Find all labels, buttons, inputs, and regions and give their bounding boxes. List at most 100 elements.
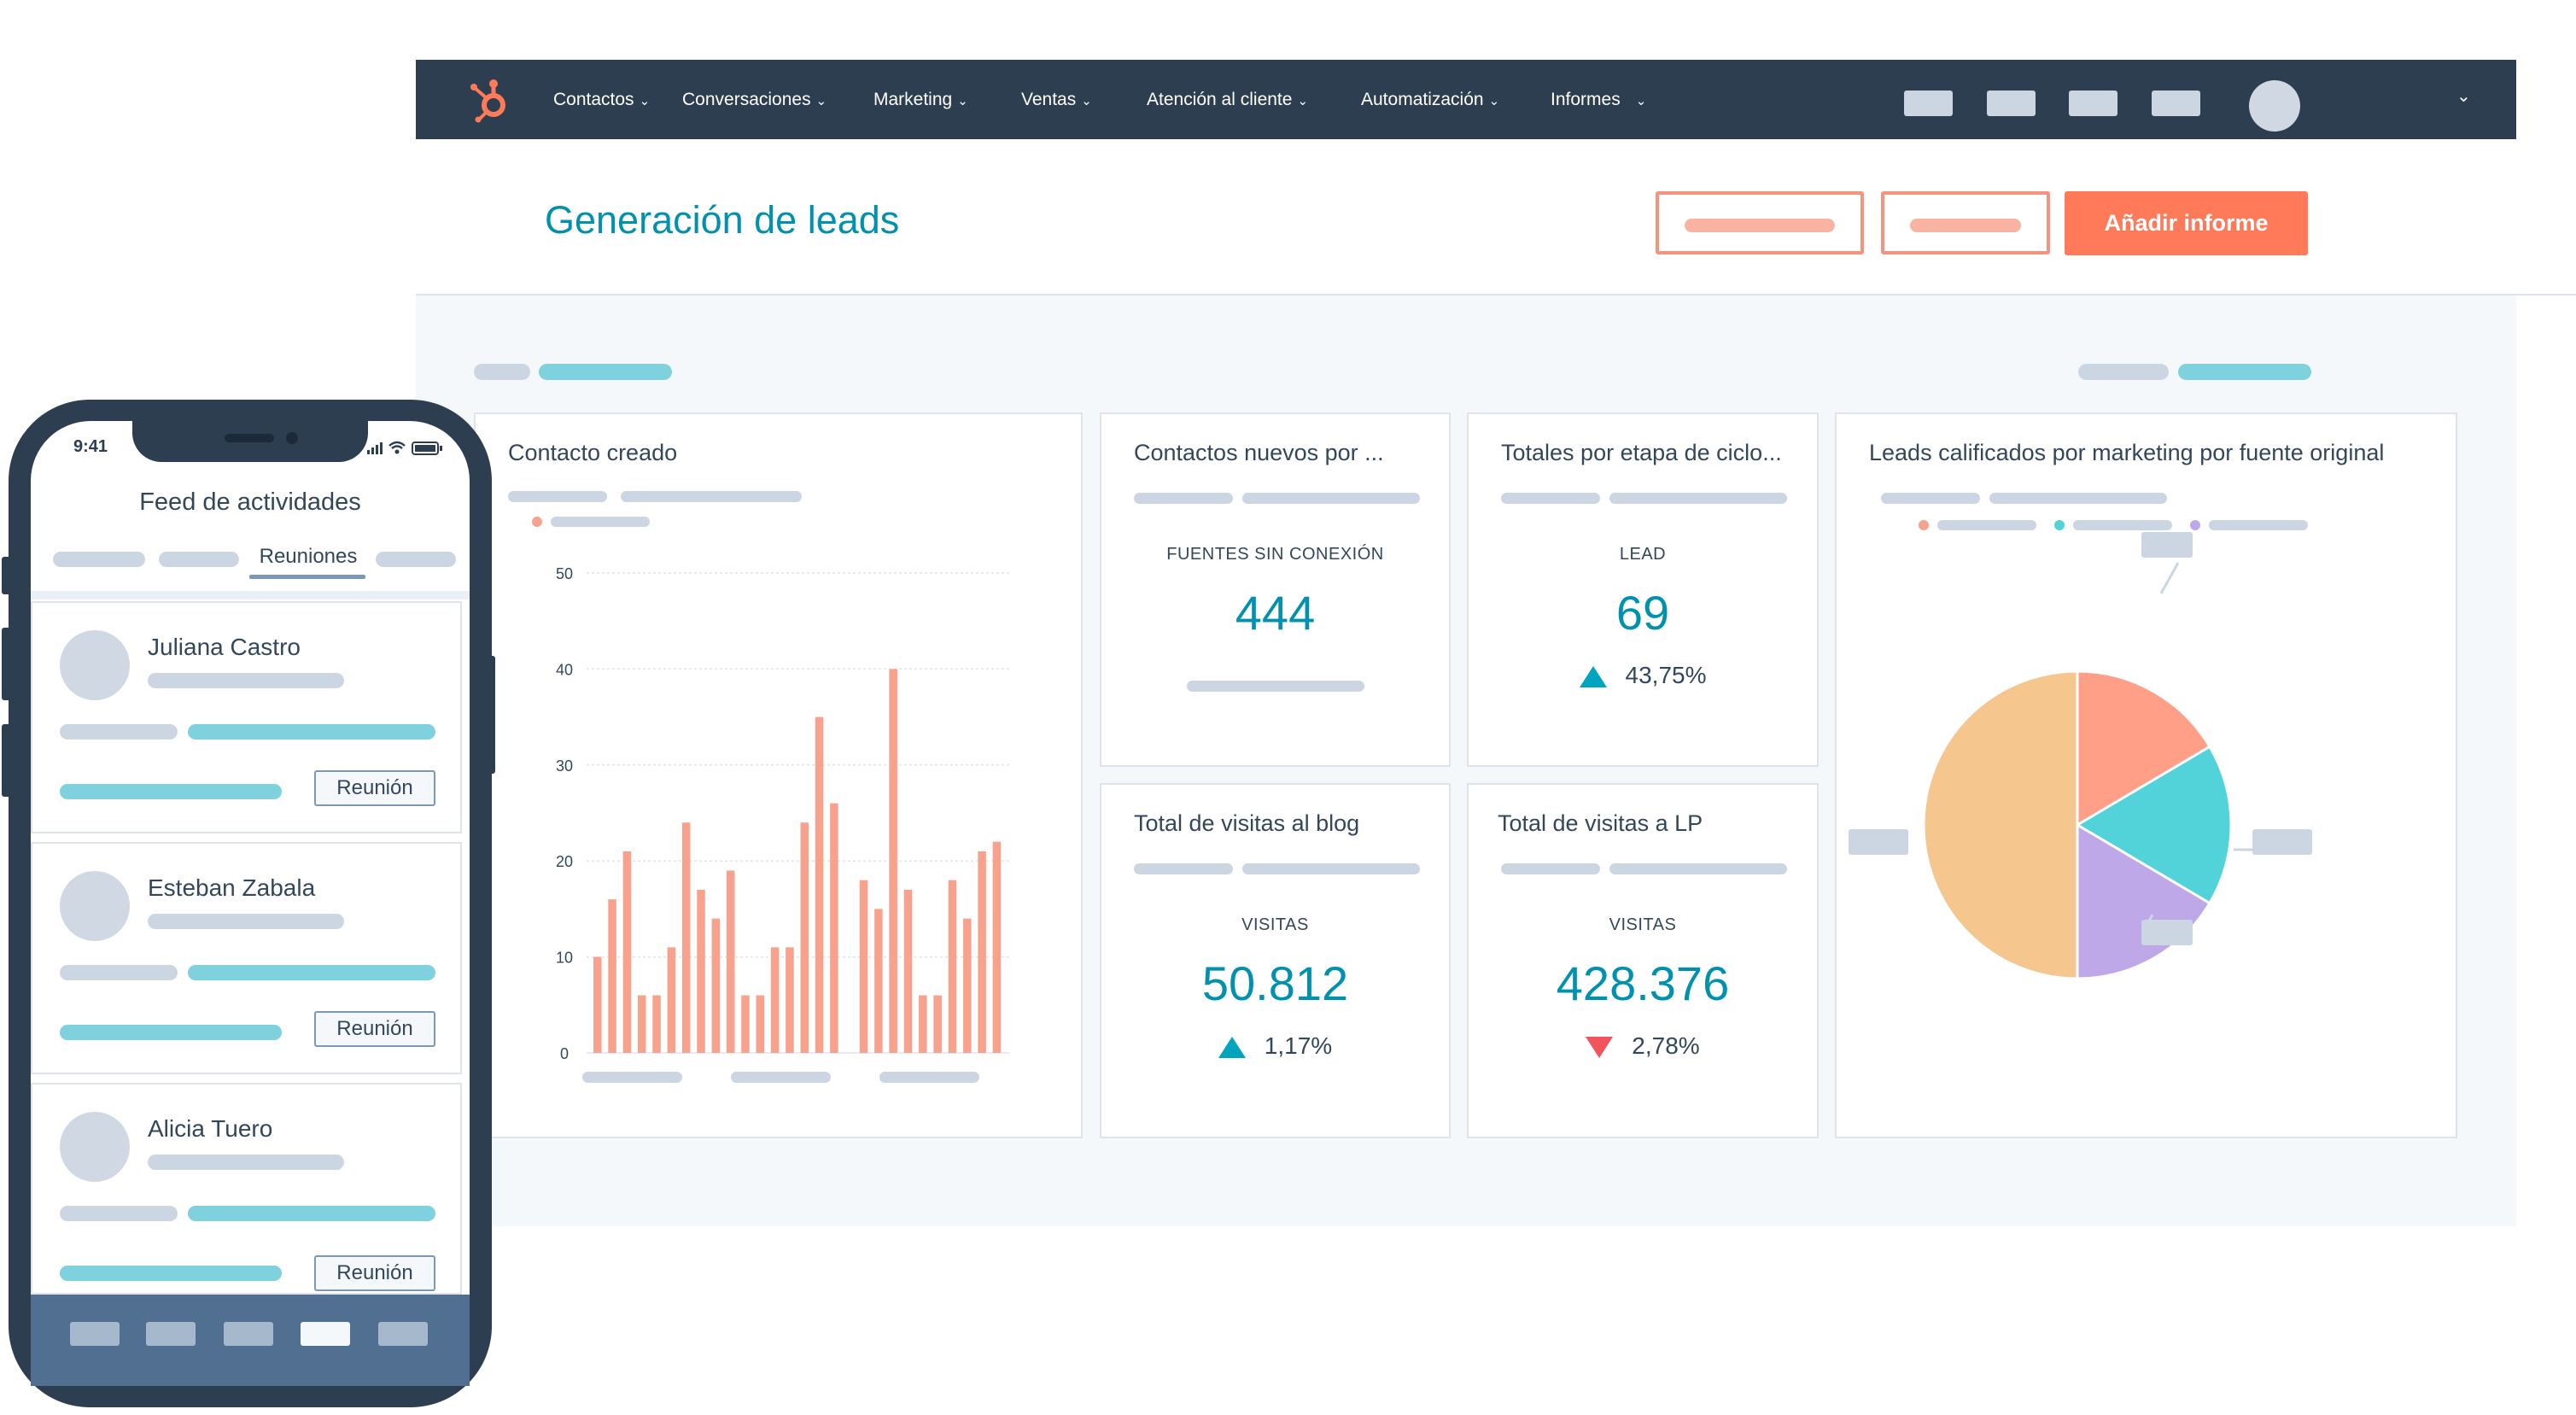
pie-slice bbox=[2075, 745, 2233, 905]
detail-placeholder bbox=[60, 1266, 282, 1281]
kpi-value: 50.812 bbox=[1201, 956, 1349, 1010]
detail-placeholder bbox=[188, 965, 435, 980]
tab-reuniones[interactable]: Reuniones bbox=[259, 545, 358, 568]
detail-placeholder bbox=[148, 1155, 344, 1170]
meeting-button[interactable]: Reunión bbox=[314, 1011, 435, 1047]
kpi-label: LEAD bbox=[1619, 545, 1667, 564]
activity-card[interactable]: Alicia Tuero Reunión bbox=[31, 1083, 462, 1295]
bottom-tab-icon[interactable] bbox=[146, 1322, 196, 1346]
bar bbox=[681, 822, 691, 1053]
bar bbox=[859, 880, 868, 1053]
bottom-tab-icon[interactable] bbox=[224, 1322, 273, 1346]
activity-card[interactable]: Esteban Zabala Reunión bbox=[31, 842, 462, 1074]
date-range-placeholder[interactable] bbox=[2078, 364, 2169, 380]
report-card-contacto-creado[interactable]: Contacto creado 0 10 20 30 40 50 bbox=[474, 412, 1083, 1138]
legend-placeholder bbox=[2073, 520, 2172, 530]
subtitle-placeholder bbox=[1134, 493, 1233, 504]
chevron-down-icon: ⌄ bbox=[1488, 94, 1500, 108]
activity-card[interactable]: Juliana Castro Reunión bbox=[31, 601, 462, 833]
report-card-contactos-nuevos[interactable]: Contactos nuevos por ... FUENTES SIN CON… bbox=[1100, 412, 1451, 767]
date-range-placeholder[interactable] bbox=[2178, 364, 2311, 380]
chevron-down-icon: ⌄ bbox=[957, 94, 968, 108]
bottom-tab-icon-active[interactable] bbox=[301, 1322, 350, 1346]
nav-item-automatizacion[interactable]: Automatización ⌄ bbox=[1361, 60, 1499, 139]
chevron-down-icon: ⌄ bbox=[1635, 94, 1647, 108]
bar bbox=[815, 716, 824, 1053]
battery-icon bbox=[412, 441, 442, 455]
secondary-action-button[interactable] bbox=[1656, 191, 1864, 254]
pie-slice bbox=[2076, 669, 2211, 827]
kpi-delta-value: 1,17% bbox=[1264, 1032, 1333, 1059]
hubspot-logo-icon[interactable] bbox=[467, 77, 513, 123]
nav-item-atencion-cliente[interactable]: Atención al cliente ⌄ bbox=[1147, 60, 1308, 139]
filter-placeholder[interactable] bbox=[474, 364, 530, 380]
bar bbox=[726, 870, 735, 1053]
card-title: Totales por etapa de ciclo... bbox=[1501, 440, 1782, 465]
top-navigation-bar: Contactos ⌄ Conversaciones ⌄ Marketing ⌄ Ve… bbox=[416, 60, 2516, 139]
nav-utility-icon[interactable] bbox=[1987, 91, 2036, 116]
nav-item-label: Atención al cliente bbox=[1147, 90, 1293, 109]
axis-placeholder bbox=[582, 1072, 682, 1083]
report-card-visitas-blog[interactable]: Total de visitas al blog VISITAS 50.812 … bbox=[1100, 783, 1451, 1138]
tab-placeholder[interactable] bbox=[376, 552, 456, 567]
bottom-tab-icon[interactable] bbox=[378, 1322, 428, 1346]
secondary-action-button[interactable] bbox=[1881, 191, 2050, 254]
nav-item-contactos[interactable]: Contactos ⌄ bbox=[553, 60, 650, 139]
bar bbox=[903, 889, 913, 1053]
active-tab-indicator bbox=[249, 575, 365, 579]
nav-item-marketing[interactable]: Marketing ⌄ bbox=[873, 60, 968, 139]
bar bbox=[622, 851, 632, 1053]
kpi-value: 428.376 bbox=[1556, 956, 1730, 1010]
chevron-down-icon: ⌄ bbox=[1297, 94, 1309, 108]
bar bbox=[963, 918, 972, 1053]
tab-placeholder[interactable] bbox=[159, 552, 239, 567]
meeting-button[interactable]: Reunión bbox=[314, 1255, 435, 1291]
filter-placeholder[interactable] bbox=[539, 364, 672, 380]
contact-avatar bbox=[60, 871, 130, 941]
status-icons bbox=[367, 441, 442, 455]
bar bbox=[786, 947, 794, 1053]
y-tick-label: 30 bbox=[556, 757, 573, 775]
y-tick-label: 20 bbox=[556, 853, 573, 870]
report-card-leads-calificados[interactable]: Leads calificados por marketing por fuen… bbox=[1835, 412, 2457, 1138]
legend-dot bbox=[532, 517, 542, 527]
subtitle-placeholder bbox=[621, 491, 802, 502]
trend-up-icon bbox=[1579, 666, 1607, 688]
nav-utility-icon[interactable] bbox=[1904, 91, 1953, 116]
bar bbox=[933, 995, 942, 1053]
phone-bottom-edge bbox=[31, 1366, 470, 1386]
nav-item-label: Informes bbox=[1551, 90, 1621, 109]
report-card-visitas-lp[interactable]: Total de visitas a LP VISITAS 428.376 2,… bbox=[1467, 783, 1819, 1138]
nav-utility-icon[interactable] bbox=[2152, 91, 2200, 116]
kpi-label: VISITAS bbox=[1609, 915, 1677, 934]
nav-item-informes[interactable]: Informes ⌄ bbox=[1551, 60, 1646, 139]
kpi-placeholder bbox=[1187, 681, 1364, 692]
nav-item-conversaciones[interactable]: Conversaciones ⌄ bbox=[682, 60, 827, 139]
nav-item-label: Conversaciones bbox=[682, 90, 811, 109]
nav-item-ventas[interactable]: Ventas ⌄ bbox=[1021, 60, 1092, 139]
pie-slice bbox=[1922, 669, 2079, 980]
detail-placeholder bbox=[188, 1206, 435, 1221]
user-avatar[interactable] bbox=[2249, 80, 2300, 132]
detail-placeholder bbox=[60, 1025, 282, 1040]
nav-utility-icon[interactable] bbox=[2069, 91, 2117, 116]
bottom-tab-icon[interactable] bbox=[70, 1322, 120, 1346]
trend-up-icon bbox=[1218, 1037, 1246, 1059]
detail-placeholder bbox=[60, 724, 178, 740]
detail-placeholder bbox=[148, 673, 344, 688]
tab-placeholder[interactable] bbox=[53, 552, 145, 567]
legend-dot bbox=[1919, 520, 1929, 530]
account-chevron-down-icon[interactable]: ⌄ bbox=[2456, 87, 2471, 106]
bar bbox=[919, 995, 927, 1053]
add-report-button[interactable]: Añadir informe bbox=[2065, 191, 2308, 255]
subtitle-placeholder bbox=[1501, 863, 1600, 874]
kpi-delta-value: 43,75% bbox=[1625, 662, 1707, 688]
bar bbox=[830, 803, 838, 1053]
report-card-totales-etapa[interactable]: Totales por etapa de ciclo... LEAD 69 43… bbox=[1467, 412, 1819, 767]
meeting-button[interactable]: Reunión bbox=[314, 770, 435, 806]
bar bbox=[992, 841, 1002, 1053]
signal-icon bbox=[367, 442, 383, 454]
wifi-icon bbox=[388, 441, 406, 454]
legend-dot bbox=[2190, 520, 2200, 530]
pie-label-placeholder bbox=[1849, 829, 1908, 855]
